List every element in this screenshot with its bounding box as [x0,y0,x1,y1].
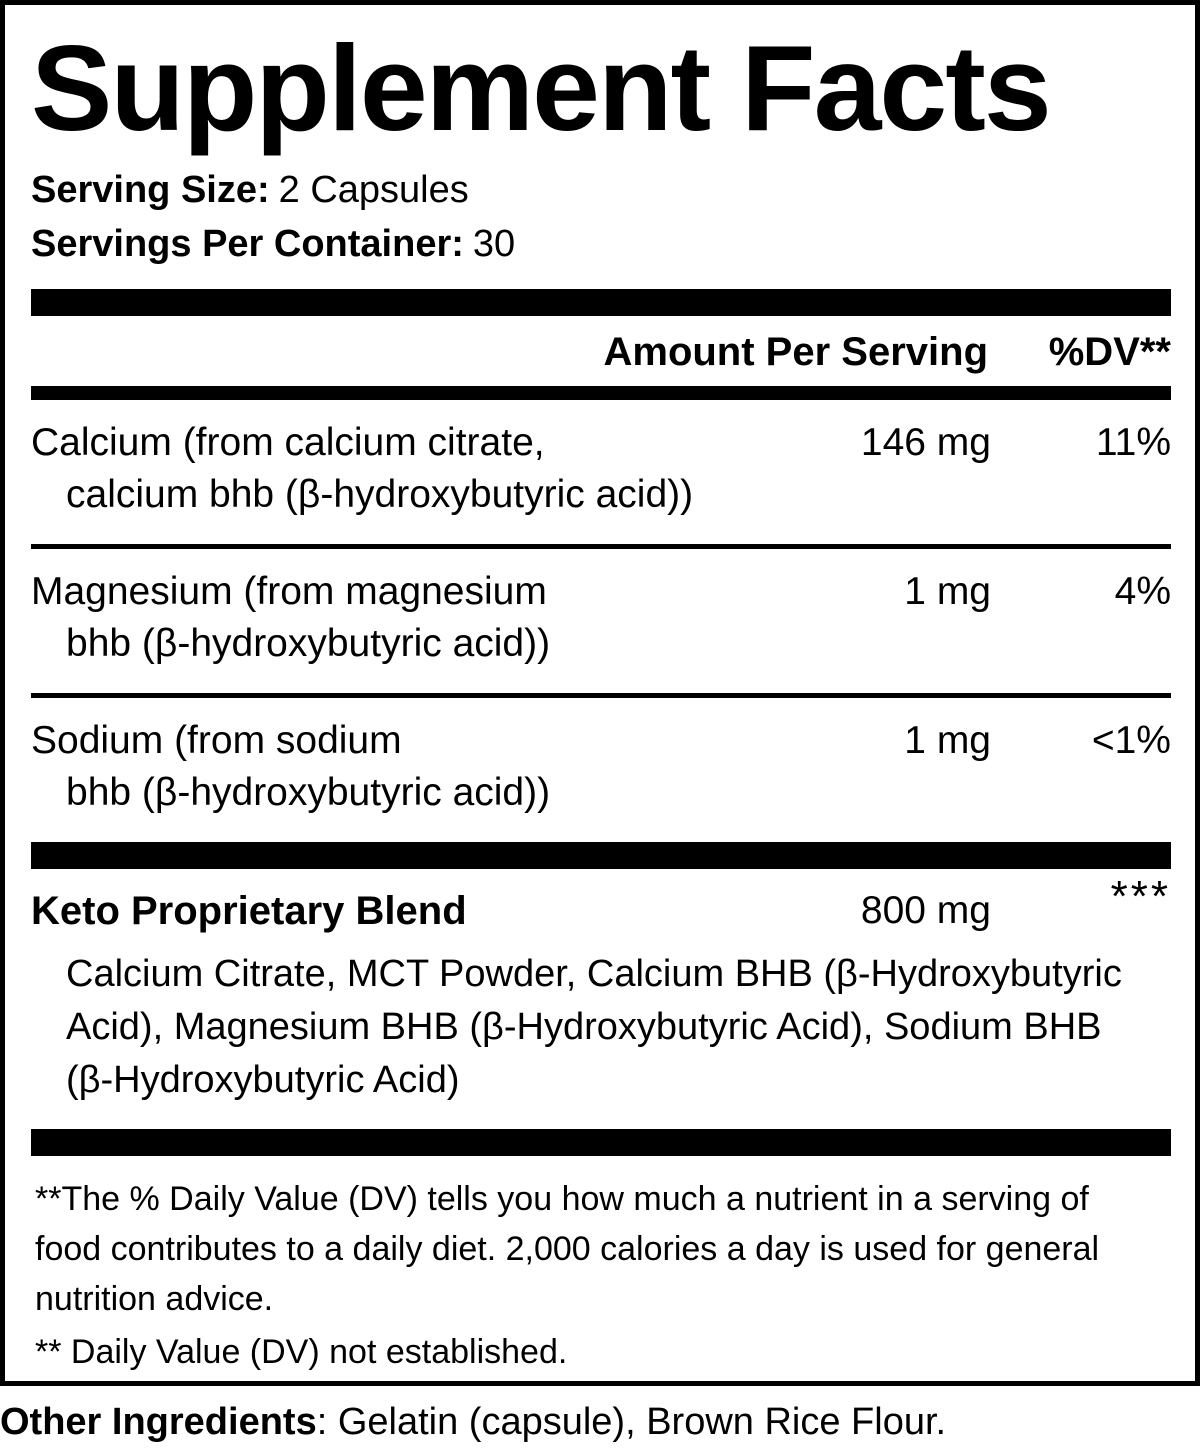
blend-name: Keto Proprietary Blend [31,889,467,933]
nutrient-name: Calcium (from calcium citrate, calcium b… [31,417,796,521]
table-row-magnesium: Magnesium (from magnesium bhb (β-hydroxy… [31,549,1171,693]
other-ingredients-line: Other Ingredients: Gelatin (capsule), Br… [0,1397,1200,1447]
amount-per-serving-header: Amount Per Serving [603,330,988,374]
serving-size-line: Serving Size: 2 Capsules [31,163,1171,217]
separator-bar-thick [31,289,1171,316]
separator-bar-thick [31,1129,1171,1156]
blend-amount: 800 mg [860,889,991,932]
table-row-calcium: Calcium (from calcium citrate, calcium b… [31,400,1171,544]
row-divider [31,544,1171,549]
nutrient-name-line1: Magnesium (from magnesium [31,570,547,613]
serving-size-value: 2 Capsules [278,169,469,211]
percent-dv-header: %DV** [1048,330,1171,374]
serving-info: Serving Size: 2 Capsules Servings Per Con… [31,163,1171,271]
table-row-sodium: Sodium (from sodium bhb (β-hydroxybutyri… [31,698,1171,842]
servings-per-container-line: Servings Per Container: 30 [31,217,1171,271]
separator-bar-medium [31,386,1171,400]
nutrient-dv: 11% [1095,421,1171,464]
blend-dv-asterisks: *** [1110,872,1171,921]
nutrient-amount: 146 mg [860,421,991,464]
row-divider [31,693,1171,698]
nutrient-name-line2: bhb (β-hydroxybutyric acid)) [66,622,551,665]
separator-bar-thick [31,842,1171,869]
nutrient-name-line1: Calcium (from calcium citrate, [31,421,545,464]
servings-per-container-label: Servings Per Container: [31,223,464,265]
panel-title: Supplement Facts [31,20,1052,156]
footnote-dv-explanation: **The % Daily Value (DV) tells you how m… [35,1180,1100,1318]
nutrient-dv: 4% [1114,570,1171,613]
table-row-keto-blend: Keto Proprietary Blend 800 mg *** [31,869,1171,939]
other-ingredients-value: : Gelatin (capsule), Brown Rice Flour. [316,1401,947,1443]
nutrient-name-line1: Sodium (from sodium [31,719,402,762]
servings-per-container-value: 30 [472,223,516,265]
nutrient-dv: <1% [1091,719,1171,762]
nutrient-name: Sodium (from sodium bhb (β-hydroxybutyri… [31,715,796,819]
footnotes: **The % Daily Value (DV) tells you how m… [31,1156,1171,1377]
nutrient-amount: 1 mg [904,719,991,762]
blend-description: Calcium Citrate, MCT Powder, Calcium BHB… [66,953,1122,1101]
serving-size-label: Serving Size: [31,169,270,211]
table-header-row: Amount Per Serving %DV** [31,316,1171,386]
other-ingredients-label: Other Ingredients [0,1401,317,1443]
nutrient-amount: 1 mg [904,570,991,613]
nutrient-name-line2: calcium bhb (β-hydroxybutyric acid)) [66,473,694,516]
supplement-facts-panel: Supplement Facts Serving Size: 2 Capsules… [0,0,1200,1386]
nutrient-name: Magnesium (from magnesium bhb (β-hydroxy… [31,566,796,670]
nutrient-name-line2: bhb (β-hydroxybutyric acid)) [66,771,551,814]
footnote-not-established: ** Daily Value (DV) not established. [35,1333,568,1371]
